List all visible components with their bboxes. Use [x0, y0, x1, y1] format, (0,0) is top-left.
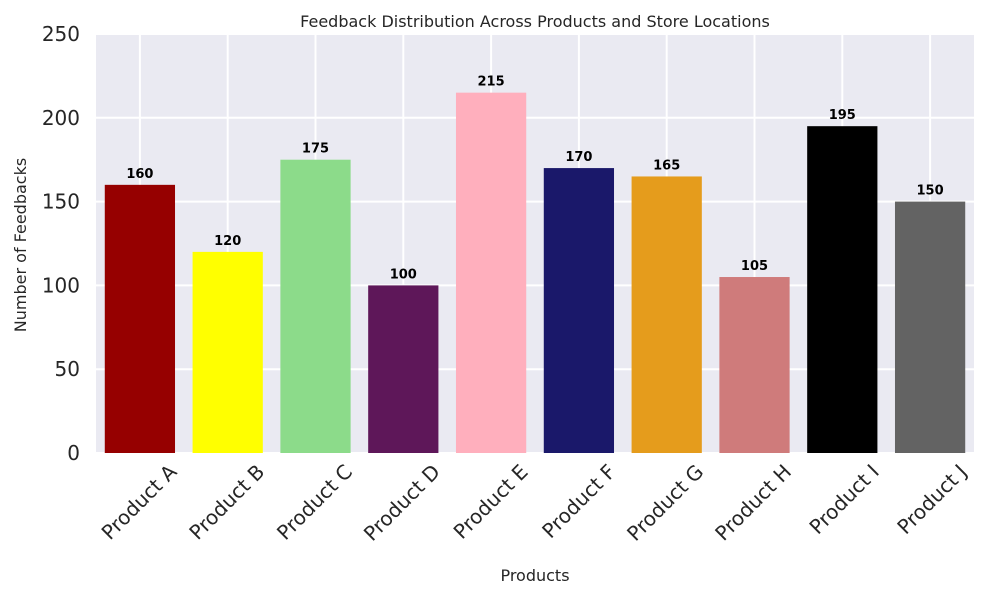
bar-product-a: [104, 184, 176, 453]
bar-product-i: [807, 126, 878, 454]
bar-product-f: [543, 168, 615, 453]
bar-product-d: [368, 285, 439, 453]
x-tick-label: Product G: [622, 460, 708, 546]
y-axis-ticks: 0 50 100 150 200 250: [42, 22, 80, 465]
x-tick-label: Product D: [359, 460, 445, 546]
chart-title: Feedback Distribution Across Products an…: [300, 12, 770, 31]
bar-product-h: [719, 277, 790, 453]
x-axis-label: Products: [500, 566, 569, 585]
y-tick-label: 0: [67, 441, 80, 465]
bar-product-e: [455, 92, 527, 453]
bar-product-c: [280, 159, 351, 453]
bar-product-j: [894, 201, 966, 453]
data-label: 120: [214, 234, 241, 249]
x-tick-label: Product I: [804, 460, 883, 539]
data-labels: 160 120 175 100 215 170 165 105 195 150: [126, 75, 943, 283]
x-axis-ticks: Product A Product B Product C Product D Prod…: [97, 459, 972, 545]
y-axis-label: Number of Feedbacks: [11, 158, 30, 332]
y-tick-label: 100: [42, 273, 80, 297]
bar-product-b: [192, 251, 263, 453]
x-tick-label: Product F: [537, 460, 620, 543]
bar-product-g: [631, 176, 702, 453]
data-label: 160: [126, 167, 153, 182]
x-tick-label: Product E: [449, 460, 533, 544]
data-label: 100: [390, 267, 417, 282]
y-tick-label: 150: [42, 190, 80, 214]
y-tick-label: 200: [42, 106, 80, 130]
x-tick-label: Product A: [97, 459, 182, 544]
data-label: 105: [741, 259, 768, 274]
data-label: 165: [653, 158, 680, 173]
y-tick-label: 50: [55, 357, 80, 381]
x-tick-label: Product H: [710, 460, 796, 546]
data-label: 150: [917, 184, 944, 199]
data-label: 175: [302, 142, 329, 157]
data-label: 195: [829, 108, 856, 123]
data-label: 170: [565, 150, 592, 165]
y-tick-label: 250: [42, 22, 80, 46]
bars: [104, 92, 966, 454]
data-label: 215: [478, 75, 505, 90]
x-tick-label: Product B: [184, 460, 269, 545]
x-tick-label: Product J: [892, 460, 971, 539]
x-tick-label: Product C: [272, 460, 357, 545]
